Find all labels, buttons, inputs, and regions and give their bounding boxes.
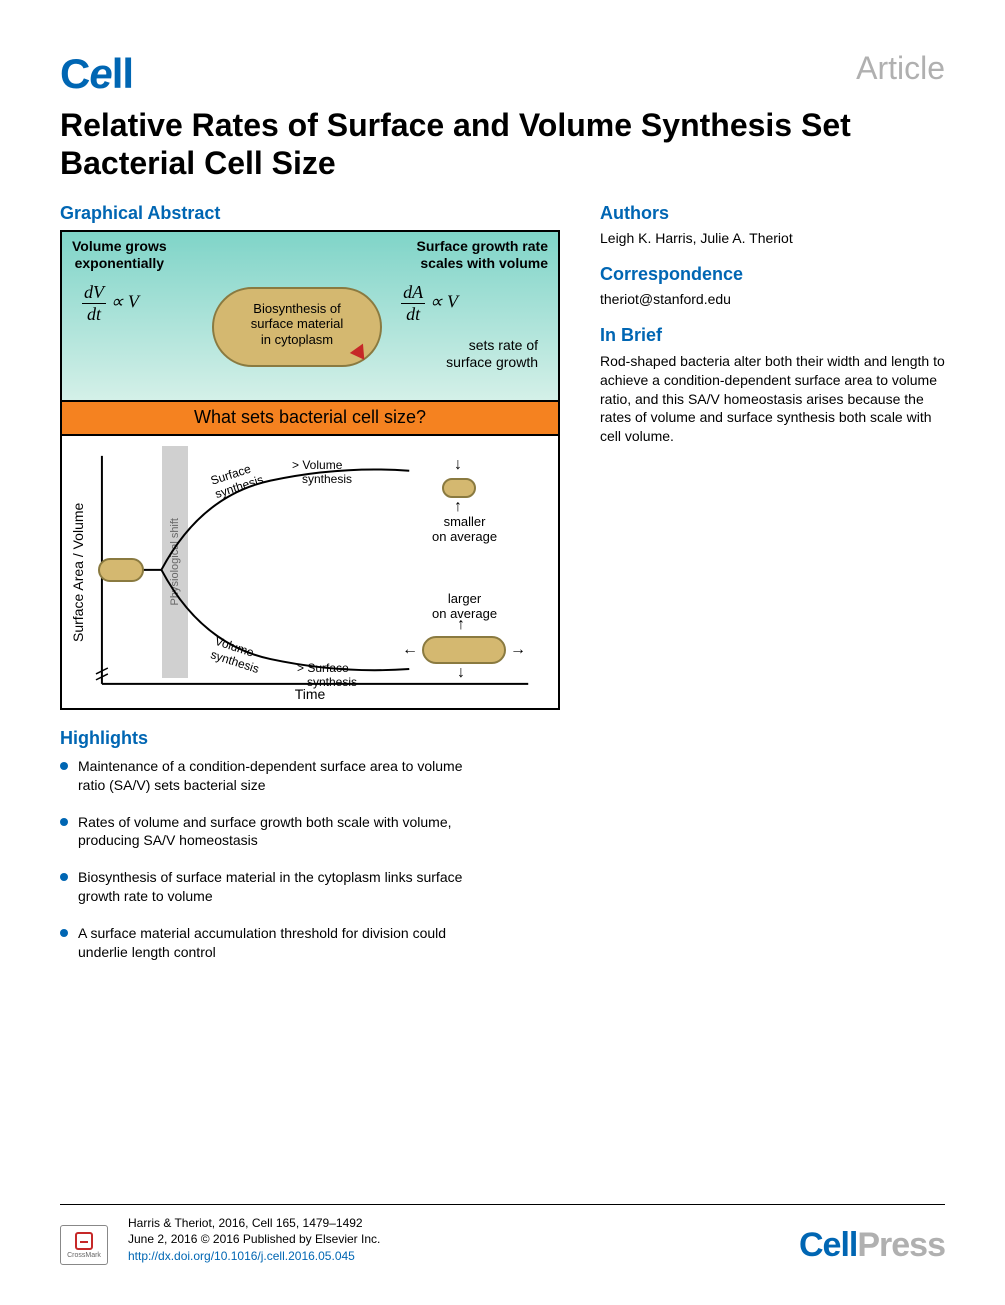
bacterium-start-icon [98,558,144,582]
crossmark-label: CrossMark [67,1252,101,1259]
bacterium-small-icon [442,478,476,498]
citation-line: Harris & Theriot, 2016, Cell 165, 1479–1… [128,1215,380,1232]
crossmark-badge[interactable]: CrossMark [60,1225,108,1265]
authors-names: Leigh K. Harris, Julie A. Theriot [600,230,945,246]
cellpress-logo: CellPress [799,1226,945,1265]
highlights-list: Maintenance of a condition-dependent sur… [60,757,570,962]
list-item: Rates of volume and surface growth both … [60,813,480,851]
arrow-up-icon: ↑ [457,616,465,634]
sets-rate-label: sets rate ofsurface growth [446,337,538,371]
graphical-abstract-heading: Graphical Abstract [60,203,570,224]
abstract-bottom-panel: Surface Area / Volume Time Physiological… [62,436,558,708]
eq-den: dt [401,304,425,325]
eq-rel: ∝ V [111,291,139,311]
upper-curve-label-2: > Volume synthesis [292,458,352,486]
inbrief-heading: In Brief [600,325,945,346]
abstract-top-panel: Volume growsexponentially dVdt ∝ V Surfa… [62,232,558,402]
arrow-down-icon: ↓ [454,456,462,474]
inbrief-text: Rod-shaped bacteria alter both their wid… [600,352,945,446]
bacterium-cell-icon: Biosynthesis ofsurface materialin cytopl… [212,287,382,367]
journal-logo: Cell [60,50,133,98]
citation-line: June 2, 2016 © 2016 Published by Elsevie… [128,1231,380,1248]
header-row: Cell Article [60,50,945,98]
graphical-abstract-figure: Volume growsexponentially dVdt ∝ V Surfa… [60,230,560,710]
crossmark-icon [75,1232,93,1250]
highlights-section: Highlights Maintenance of a condition-de… [60,728,570,962]
equation-da-dt: dAdt ∝ V [401,282,458,325]
list-item: A surface material accumulation threshol… [60,924,480,962]
arrow-left-icon: ← [402,641,418,659]
equation-dv-dt: dVdt ∝ V [82,282,139,325]
question-text: What sets bacterial cell size? [194,407,426,428]
list-item: Maintenance of a condition-dependent sur… [60,757,480,795]
doi-link[interactable]: http://dx.doi.org/10.1016/j.cell.2016.05… [128,1248,380,1265]
lower-curve-label-2: > Surface synthesis [297,661,357,689]
smaller-label: smalleron average [432,514,497,544]
highlights-heading: Highlights [60,728,570,749]
page-footer: CrossMark Harris & Theriot, 2016, Cell 1… [60,1204,945,1265]
logo-part: Cell [799,1226,857,1264]
arrow-down-icon: ↓ [457,664,465,682]
authors-heading: Authors [600,203,945,224]
arrow-right-icon: → [510,641,526,659]
orange-question-bar: What sets bacterial cell size? [62,402,558,436]
correspondence-heading: Correspondence [600,264,945,285]
list-item: Biosynthesis of surface material in the … [60,868,480,906]
right-column: Authors Leigh K. Harris, Julie A. Therio… [600,203,945,980]
bacterium-large-icon [422,636,506,664]
left-column: Graphical Abstract Volume growsexponenti… [60,203,570,980]
eq-num: dV [82,282,106,304]
y-axis-label: Surface Area / Volume [70,476,86,668]
article-type-label: Article [856,50,945,87]
surface-growth-label: Surface growth ratescales with volume [417,238,548,272]
citation-block: Harris & Theriot, 2016, Cell 165, 1479–1… [128,1215,380,1265]
footer-left: CrossMark Harris & Theriot, 2016, Cell 1… [60,1215,380,1265]
two-column-layout: Graphical Abstract Volume growsexponenti… [60,203,945,980]
volume-grows-label: Volume growsexponentially [72,238,167,272]
eq-rel: ∝ V [430,291,458,311]
correspondence-email[interactable]: theriot@stanford.edu [600,291,945,307]
article-title: Relative Rates of Surface and Volume Syn… [60,106,945,183]
arrow-up-icon: ↑ [454,498,462,516]
eq-den: dt [82,304,106,325]
logo-part: Press [857,1226,945,1264]
eq-num: dA [401,282,425,304]
